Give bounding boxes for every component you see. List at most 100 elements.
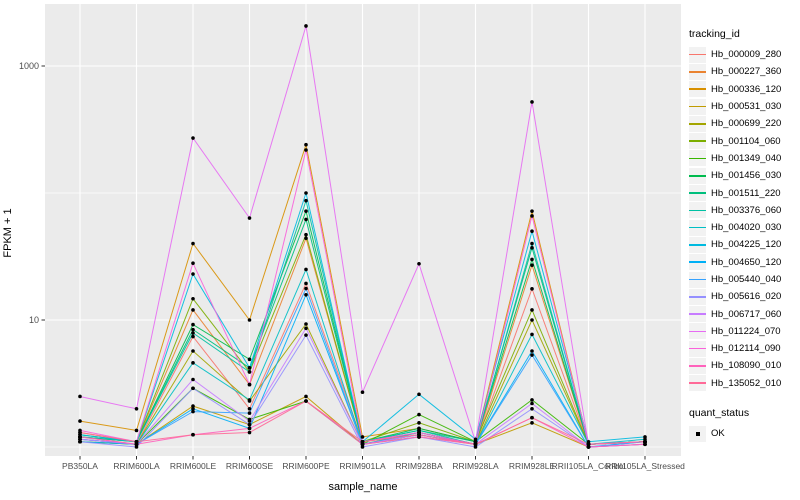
legend-line-swatch <box>689 157 706 160</box>
data-point <box>247 398 252 402</box>
data-point <box>191 377 195 382</box>
legend-line-swatch <box>689 261 706 263</box>
legend-entry-label: Hb_004225_120 <box>711 239 782 251</box>
legend-key-icon <box>689 375 706 392</box>
legend-line-swatch <box>689 347 706 350</box>
data-point <box>304 281 308 286</box>
data-point <box>304 142 308 147</box>
x-tick-label: RRIM928BA <box>395 461 443 471</box>
x-tick-label: RRIM928LE <box>509 461 556 471</box>
data-point <box>247 366 252 370</box>
legend-key-icon <box>689 202 706 219</box>
data-point <box>247 426 252 431</box>
data-point <box>191 409 195 414</box>
data-point <box>191 327 195 332</box>
data-point <box>530 100 534 104</box>
legend-key-icon <box>689 323 706 340</box>
legend-entry-label: Hb_000227_360 <box>711 66 782 78</box>
x-tick-label: RRIM600LE <box>170 461 217 471</box>
data-point <box>191 386 195 391</box>
data-point <box>586 439 591 444</box>
legend-key-icon <box>689 357 706 374</box>
data-point <box>304 24 308 28</box>
gridlines <box>45 4 681 456</box>
legend-line-swatch <box>689 244 706 246</box>
data-point <box>191 272 195 276</box>
legend-entry: Hb_000336_120 <box>689 81 799 98</box>
legend-entry-label: Hb_001511_220 <box>711 187 781 199</box>
legend-key-icon <box>689 306 706 323</box>
legend-key-icon <box>689 167 706 184</box>
x-tick-label: RRII105LA_Stressed <box>605 461 685 471</box>
legend-key-icon <box>689 185 706 202</box>
data-point <box>530 257 534 262</box>
legend-entry-label: Hb_000699_220 <box>711 118 782 130</box>
legend-line-swatch <box>689 53 706 56</box>
data-point <box>247 357 252 362</box>
y-tick-label: 10 <box>29 315 39 325</box>
legend-entry-label: Hb_012114_090 <box>711 343 781 355</box>
legend-key-icon <box>689 150 706 167</box>
x-axis-title: sample_name <box>328 481 398 493</box>
data-point <box>304 267 308 272</box>
quant-entry-label: OK <box>711 428 725 440</box>
quant-legend-entries: OK <box>689 425 799 442</box>
data-point <box>304 236 308 241</box>
legend-key-icon <box>689 288 706 305</box>
black-point-icon <box>695 431 700 436</box>
x-tick-label: RRIM928LA <box>452 461 499 471</box>
data-point <box>247 216 252 220</box>
legend-line-swatch <box>689 226 706 229</box>
data-point <box>191 331 195 335</box>
legend-line-swatch <box>689 71 706 73</box>
data-point <box>417 432 421 437</box>
legend-line-swatch <box>689 192 706 194</box>
data-point <box>417 262 421 266</box>
legend-line-swatch <box>689 105 706 108</box>
data-point <box>360 435 365 439</box>
legend-entry-label: Hb_000009_280 <box>711 49 782 61</box>
legend-entry: Hb_006717_060 <box>689 305 799 323</box>
data-point <box>643 439 647 444</box>
data-point <box>304 292 308 297</box>
legend-key-icon <box>689 271 706 288</box>
tick-labels: 1000 10 PB350LA RRIM600LA RRIM600LE RRIM600SE… <box>19 61 685 471</box>
data-point <box>304 232 308 237</box>
data-points <box>78 24 647 449</box>
data-point <box>473 439 478 444</box>
data-point <box>304 217 308 222</box>
legend-entry: Hb_004020_030 <box>689 219 799 236</box>
data-point <box>191 334 195 339</box>
data-point <box>530 421 534 425</box>
legend-entry: Hb_000009_280 <box>689 46 799 63</box>
legend-entry: Hb_000227_360 <box>689 63 799 80</box>
data-point <box>247 422 252 427</box>
data-point <box>134 439 139 444</box>
data-point <box>304 326 308 331</box>
legend-entries: Hb_000009_280 Hb_000227_360 Hb_000336_120 H… <box>689 46 799 392</box>
legend-key-icon <box>689 115 706 132</box>
legend-entry: Hb_001349_040 <box>689 150 799 167</box>
legend-entry-label: Hb_001456_030 <box>711 170 782 182</box>
legend-entry-label: Hb_005616_020 <box>711 291 782 303</box>
data-point <box>78 435 82 439</box>
legend-key-icon <box>689 81 706 98</box>
legend-entry-label: Hb_006717_060 <box>711 308 782 320</box>
data-point <box>530 415 534 420</box>
data-point <box>191 361 195 365</box>
legend-entry-label: Hb_135052_010 <box>711 377 782 389</box>
data-point <box>530 287 534 291</box>
data-point <box>473 445 478 449</box>
x-tick-label: RRII105LA_Control <box>552 461 626 471</box>
data-point <box>360 442 365 447</box>
data-point <box>247 430 252 435</box>
legend-title: tracking_id <box>689 28 740 40</box>
legend-line-swatch <box>689 88 706 91</box>
data-point <box>360 390 365 395</box>
legend-entry: Hb_004225_120 <box>689 236 799 253</box>
data-point <box>304 394 308 399</box>
legend-entry-label: Hb_000531_030 <box>711 101 782 113</box>
data-point <box>247 411 252 415</box>
data-point <box>78 430 82 435</box>
legend-key-icon <box>689 340 706 357</box>
